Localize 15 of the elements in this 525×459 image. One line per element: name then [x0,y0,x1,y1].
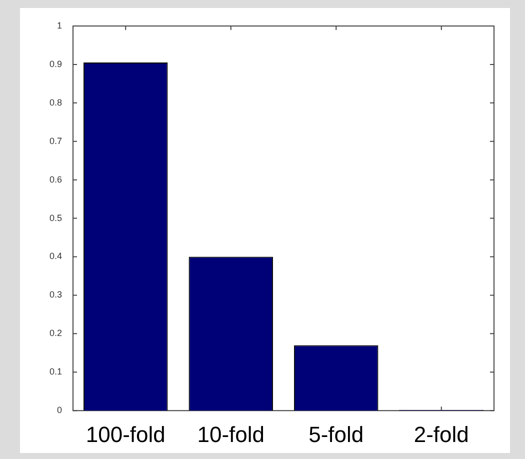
y-tick-label: 0.1 [49,366,62,377]
y-tick-label: 0.3 [49,290,62,300]
x-tick-label: 100-fold [86,422,166,447]
y-tick-label: 0.5 [49,212,62,223]
y-tick-label: 0.8 [49,97,62,108]
y-tick-label: 0.7 [49,136,62,146]
y-tick-label: 0.6 [49,174,62,184]
y-tick-label: 0.4 [49,251,62,262]
x-tick-label: 2-fold [414,422,469,447]
x-tick-label: 5-fold [308,422,364,447]
y-tick-label: 0.2 [49,328,62,338]
y-tick-label: 0 [56,405,62,416]
y-tick-label: 0.9 [49,58,62,69]
y-tick-label: 1 [56,20,62,30]
x-tick-label: 10-fold [197,422,265,447]
